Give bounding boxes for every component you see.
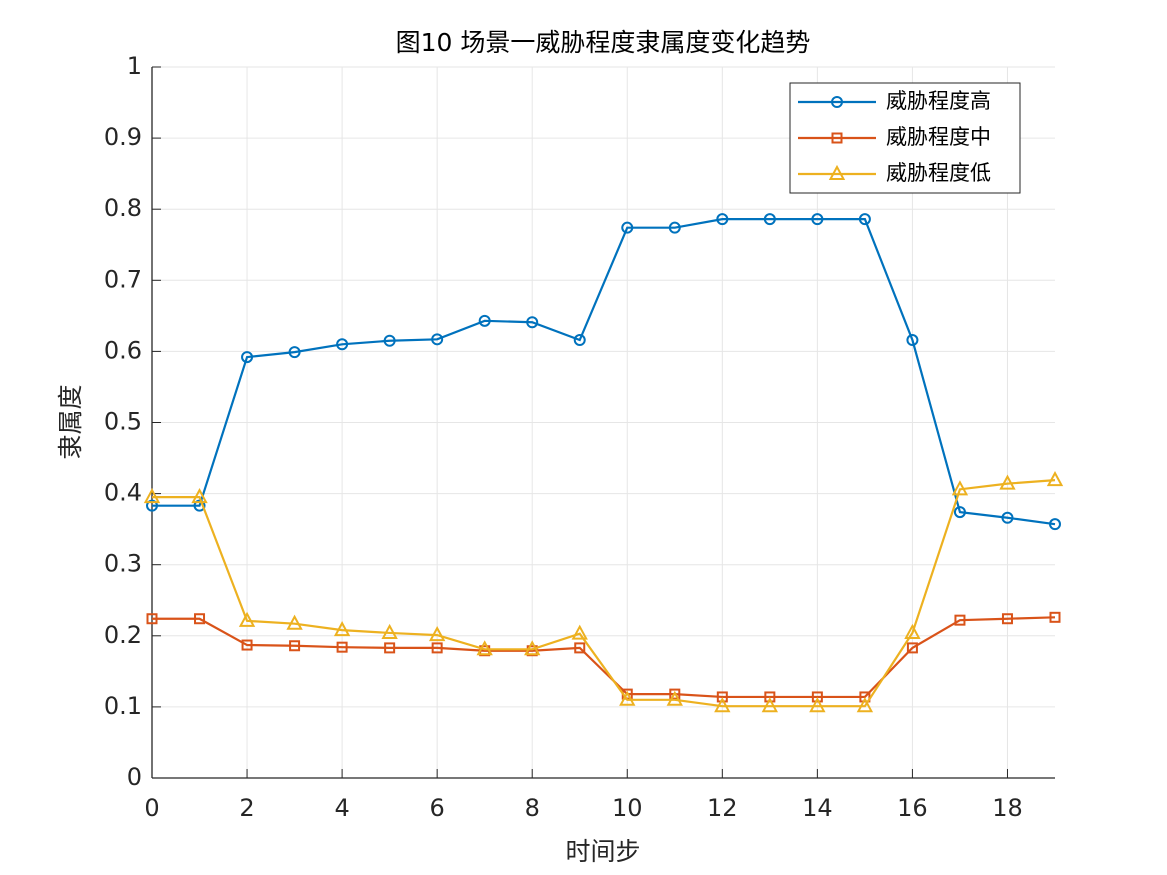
marker [904,623,921,639]
x-axis-label: 时间步 [565,837,640,866]
marker [191,488,208,504]
x-tick-label: 0 [144,794,159,822]
marker [714,697,731,713]
x-tick-label: 8 [525,794,540,822]
x-tick-label: 4 [334,794,349,822]
y-tick-label: 0.4 [104,479,142,507]
y-tick-label: 0 [127,763,142,791]
legend-label: 威胁程度低 [886,161,991,185]
y-tick-label: 0.6 [104,336,142,364]
marker [241,639,253,651]
x-tick-label: 12 [707,794,738,822]
y-tick-label: 1 [127,52,142,80]
marker [238,611,256,627]
marker [716,213,729,226]
y-tick-label: 0.2 [104,621,142,649]
marker [146,613,158,625]
marker [999,474,1016,490]
x-tick-label: 2 [239,794,254,822]
marker [668,221,681,234]
legend-label: 威胁程度高 [886,89,991,113]
marker [1049,518,1061,531]
marker [336,641,348,653]
marker [809,697,826,713]
marker [381,623,398,639]
marker [858,213,871,226]
marker [859,691,871,703]
marker [811,691,823,703]
y-axis-label: 隶属度 [56,384,85,459]
x-tick-label: 10 [612,794,643,822]
marker [763,213,776,226]
marker [476,640,493,656]
marker [194,613,206,625]
y-tick-label: 0.8 [104,194,142,222]
y-tick-label: 0.5 [104,408,142,436]
y-tick-label: 0.9 [104,123,142,151]
y-tick-label: 0.1 [104,692,142,720]
marker [193,499,206,512]
marker [828,164,846,180]
marker [761,697,779,713]
marker [384,642,396,654]
marker [571,624,588,640]
marker [856,697,874,713]
marker [954,614,966,626]
marker [574,642,586,654]
marker [573,334,586,347]
marker [669,688,681,700]
marker [1049,611,1061,623]
chart-title: 图10 场景一威胁程度隶属度变化趋势 [396,28,811,57]
marker [621,221,634,234]
marker [906,642,918,654]
marker [241,351,254,364]
x-tick-label: 14 [802,794,833,822]
marker [1001,613,1013,625]
legend-label: 威胁程度中 [886,125,991,149]
marker [831,96,843,108]
marker [286,614,303,630]
y-tick-label: 0.7 [104,265,142,293]
marker [431,642,443,654]
marker [524,640,541,656]
marker [831,132,843,144]
marker [431,333,444,346]
x-tick-label: 18 [992,794,1023,822]
marker [289,640,301,652]
marker [333,621,351,637]
marker [1046,470,1064,487]
marker [619,690,636,706]
marker [383,334,396,347]
series-line [152,616,1056,699]
marker [428,625,446,642]
x-tick-label: 16 [897,794,928,822]
series-line [152,218,1056,526]
x-tick-label: 6 [430,794,445,822]
marker [811,213,824,226]
marker [716,691,728,703]
marker [906,334,919,347]
marker [951,480,969,496]
marker [1001,511,1014,524]
marker [526,316,539,329]
series-line [152,478,1056,708]
marker [764,691,776,703]
marker [953,506,966,519]
marker [288,346,301,359]
marker [666,690,683,706]
marker [478,314,491,327]
marker [336,338,349,351]
marker [143,488,161,504]
y-tick-label: 0.3 [104,550,142,578]
marker [146,499,158,512]
